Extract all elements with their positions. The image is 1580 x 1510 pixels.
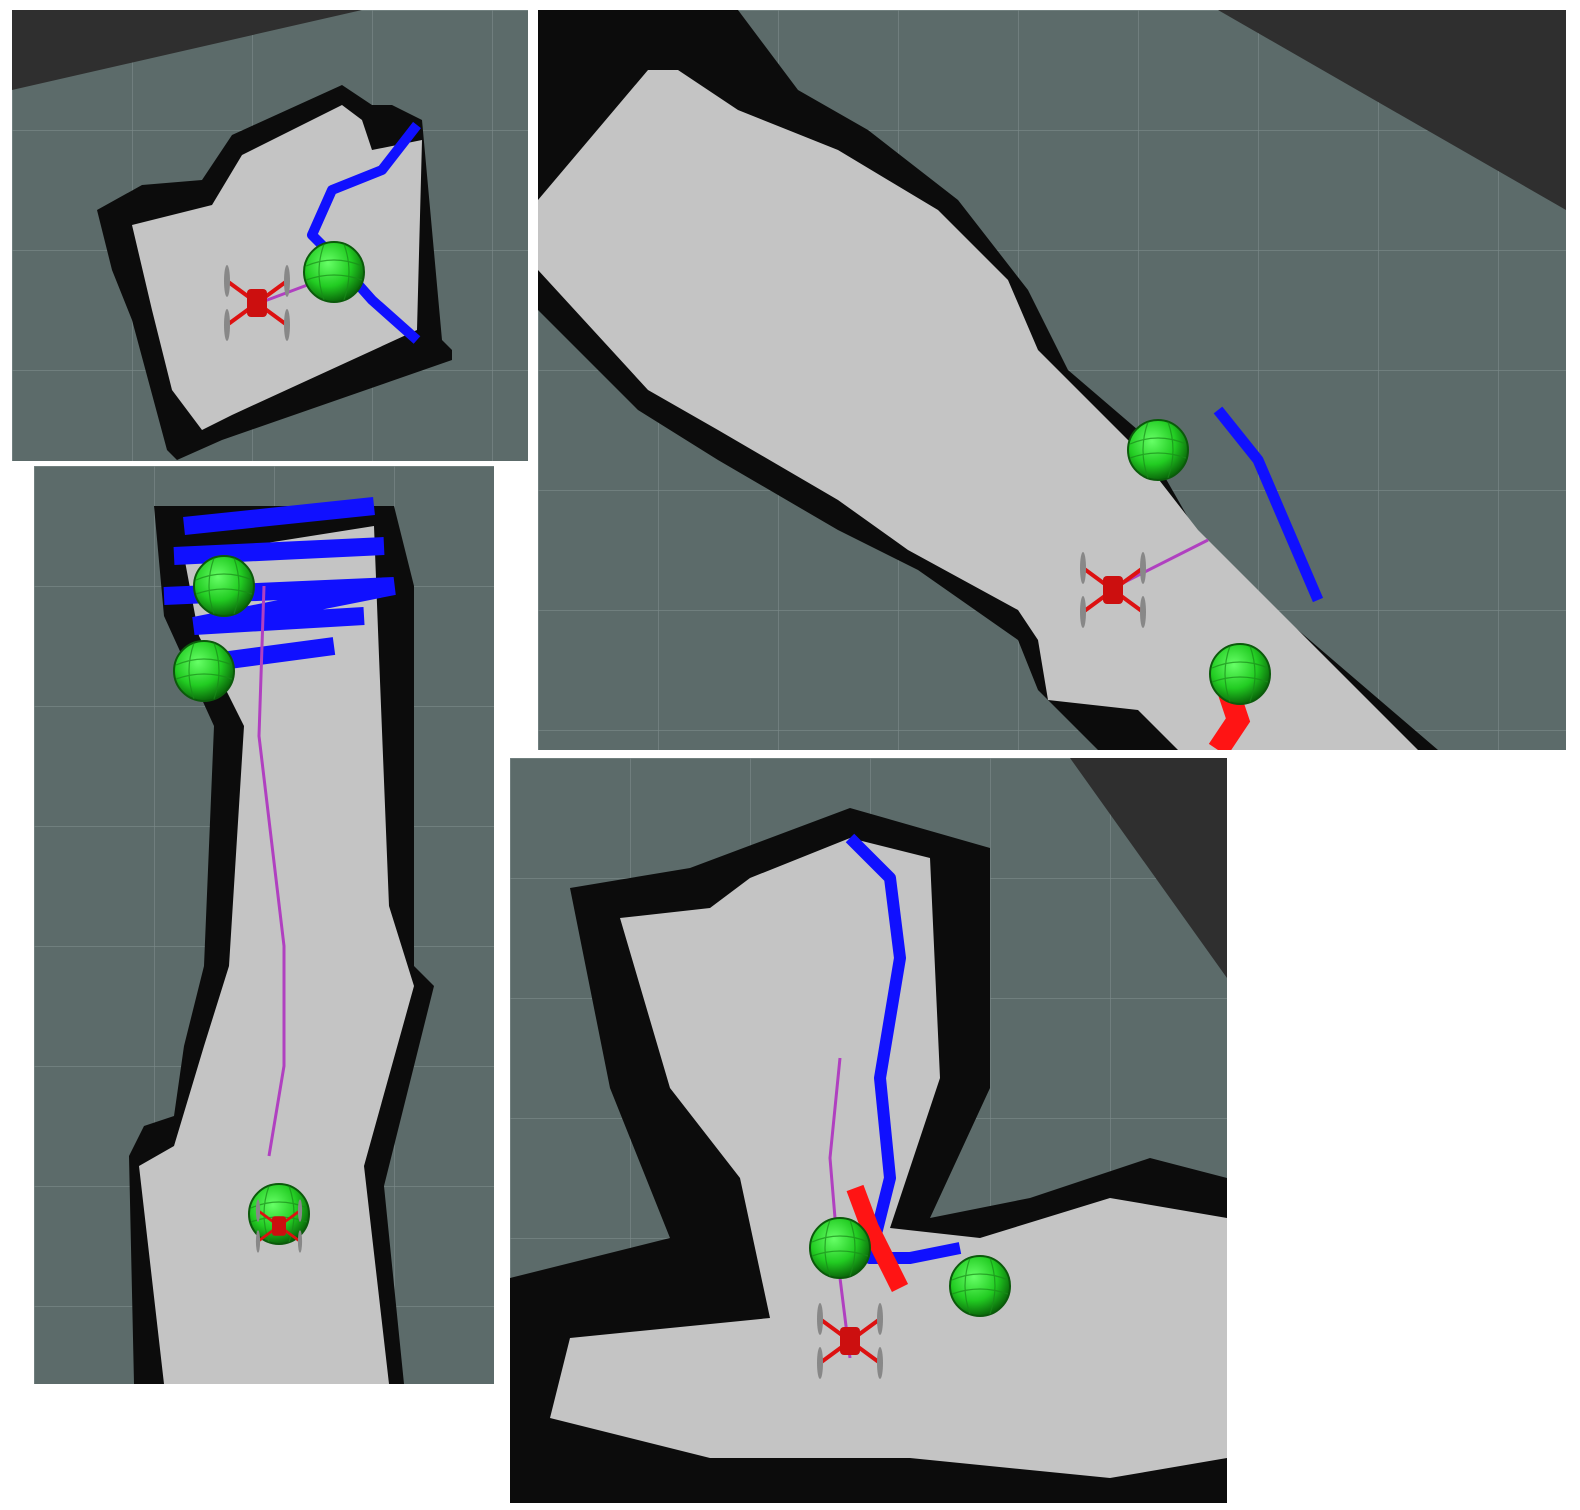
free-space	[139, 526, 414, 1384]
goal-sphere-icon[interactable]	[173, 640, 235, 702]
map-panel-left-tall[interactable]	[34, 466, 494, 1384]
goal-sphere-icon[interactable]	[1127, 419, 1189, 481]
map-panel-top-right[interactable]	[538, 10, 1566, 750]
occupancy-map-view	[510, 758, 1227, 1503]
frontier-cells	[1213, 406, 1324, 603]
goal-sphere-icon[interactable]	[949, 1255, 1011, 1317]
goal-sphere-icon[interactable]	[1209, 643, 1271, 705]
frontier-cells	[307, 121, 421, 344]
free-space	[538, 70, 1418, 750]
goal-sphere-icon[interactable]	[303, 241, 365, 303]
map-panel-top-left[interactable]	[12, 10, 528, 461]
occupancy-map-view	[12, 10, 528, 461]
recent-frontier-cells	[846, 1184, 909, 1293]
map-panel-bottom-right[interactable]	[510, 758, 1227, 1503]
planned-path	[257, 585, 286, 1157]
goal-sphere-icon[interactable]	[809, 1217, 871, 1279]
goal-sphere-icon[interactable]	[193, 555, 255, 617]
occupancy-map-view	[34, 466, 494, 1384]
frontier-cells	[163, 497, 396, 675]
occupancy-map-view	[538, 10, 1566, 750]
frontier-cells	[845, 833, 962, 1264]
